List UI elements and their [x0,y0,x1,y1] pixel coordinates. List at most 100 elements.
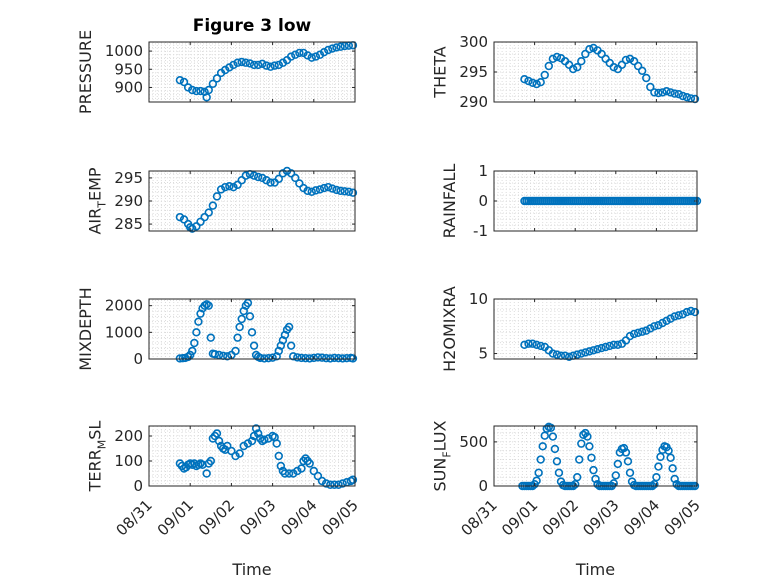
data-point [609,479,618,488]
data-point [190,338,199,348]
data-point [192,86,201,96]
data-point [332,43,341,52]
data-point [274,451,283,461]
data-point [280,469,290,478]
data-point [202,93,211,102]
data-point [249,341,259,350]
data-point [251,424,261,433]
axes-box [493,41,698,103]
data-point [324,182,333,192]
data-point [243,439,253,448]
data-series [175,298,358,363]
data-point [554,468,564,477]
data-point [585,442,594,451]
data-point [268,353,277,362]
y-axis-label: RAINFALL [440,164,459,239]
y-tick-label: 900 [114,78,143,96]
data-point [629,56,639,66]
data-point [668,464,677,473]
data-point [274,60,283,70]
data-point [188,346,197,356]
data-point [204,301,213,310]
data-point [524,76,533,86]
data-point [196,86,205,96]
data-point [642,326,651,335]
axes-box [148,41,356,103]
data-point [223,441,232,451]
data-point [546,423,556,432]
x-axis-label: Time [231,560,271,579]
data-point [524,339,533,348]
data-point [654,462,663,471]
y-axis-label: TERRMSL [86,421,109,493]
data-point [286,52,296,61]
data-point [212,429,222,438]
data-point [262,61,271,70]
data-point [674,311,683,320]
data-point [625,331,635,341]
data-point [188,224,197,233]
data-point [258,173,267,183]
data-point [646,82,655,92]
y-tick-label: 0 [133,350,143,368]
data-point [573,472,582,482]
data-point [297,464,306,473]
y-tick-label: -1 [473,222,488,240]
x-tick-label: 09/05 [319,496,362,539]
data-series [520,43,700,104]
data-point [550,444,560,454]
y-tick-label: 295 [459,63,488,81]
data-point [309,466,318,476]
x-tick-label: 09/01 [498,496,541,539]
data-point [196,217,205,226]
data-point [256,353,265,363]
data-point [564,352,574,362]
data-point [532,476,541,485]
data-point [315,185,325,194]
data-point [284,469,294,478]
data-point [313,471,323,481]
axes-box [493,170,698,232]
data-point [528,339,537,348]
axes-box [148,425,356,487]
data-point [658,318,667,328]
data-point [317,353,327,362]
data-point [260,435,269,444]
axes-box [148,170,356,232]
data-point [212,192,222,201]
data-point [348,475,358,484]
data-point [284,322,294,332]
y-tick-label: 950 [114,60,143,78]
data-point [247,328,257,337]
data-point [272,439,281,448]
data-point [686,306,696,316]
data-point [235,322,244,332]
data-point [542,424,551,433]
figure-title: Figure 3 low [193,16,312,36]
data-series [175,424,358,489]
data-series [520,306,700,362]
data-point [291,50,300,59]
data-point [344,187,354,196]
y-axis-label: SUNFLUX [431,420,454,491]
y-axis-label: AIRTEMP [86,167,109,234]
data-point [204,85,213,95]
data-point [666,314,675,323]
data-point [317,476,327,486]
data-point [233,333,242,342]
y-axis-label-part: AIR [86,208,105,235]
data-point [666,453,675,462]
data-point [611,471,620,480]
data-point [587,453,596,462]
data-point [623,457,633,466]
data-point [609,62,618,72]
data-point [245,312,255,321]
data-point [528,78,537,88]
data-point [311,52,321,61]
data-point [666,88,675,97]
data-point [264,354,273,363]
data-point [214,436,224,446]
x-tick-label: 09/03 [579,496,622,539]
